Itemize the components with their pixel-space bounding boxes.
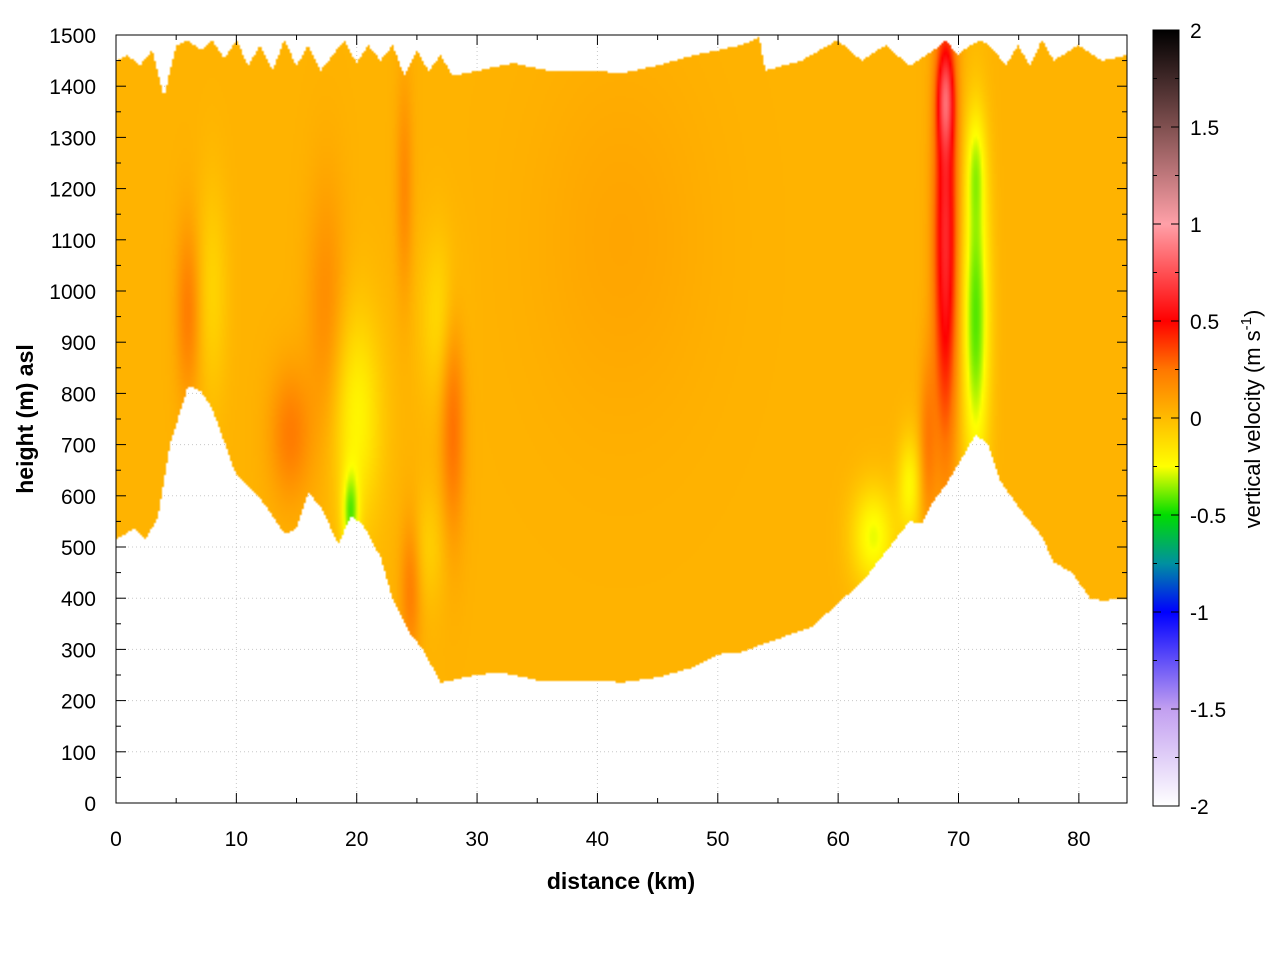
y-tick-label: 500 (61, 537, 96, 560)
axes: 0 10 20 30 40 50 60 70 8001002003004005006007008… (49, 25, 1128, 851)
colorbar-tick-label: -1.5 (1190, 699, 1226, 722)
colorbar-tick-label: -1 (1190, 602, 1209, 625)
y-tick-label: 600 (61, 486, 96, 509)
x-tick-label: 50 (706, 828, 729, 851)
colorbar-tick-label: 2 (1190, 20, 1202, 43)
x-tick-label: 60 (826, 828, 849, 851)
y-axis-title: height (m) asl (12, 344, 38, 494)
colorbar-title-main: vertical velocity (m s (1240, 330, 1265, 528)
colorbar: 2 1.5 1 0.5 0 -0.5 -1 -1.5 -2 (1152, 20, 1226, 819)
y-tick-label: 1100 (51, 230, 96, 253)
y-tick-label: 800 (61, 383, 96, 406)
y-tick-label: 200 (61, 691, 96, 714)
y-tick-label: 1000 (49, 281, 96, 304)
colorbar-title: vertical velocity (m s-1) (1238, 310, 1265, 529)
x-tick-label: 70 (947, 828, 970, 851)
colorbar-tick-label: 1.5 (1190, 117, 1219, 140)
y-tick-label: 1500 (49, 25, 96, 48)
y-tick-label: 1300 (49, 127, 96, 150)
y-tick-label: 1400 (49, 76, 96, 99)
colorbar-tick-label: -0.5 (1190, 505, 1226, 528)
colorbar-tick-label: 0 (1190, 408, 1202, 431)
colorbar-title-sup: -1 (1238, 317, 1255, 330)
y-tick-label: 100 (61, 742, 96, 765)
x-tick-label: 80 (1067, 828, 1090, 851)
velocity-field-image (116, 35, 1127, 803)
x-tick-label: 20 (345, 828, 368, 851)
colorbar-tick-label: 0.5 (1190, 311, 1219, 334)
x-tick-label: 30 (465, 828, 488, 851)
colorbar-tick-label: 1 (1190, 214, 1202, 237)
y-tick-label: 1200 (49, 179, 96, 202)
y-tick-label: 0 (84, 793, 96, 816)
x-tick-label: 40 (586, 828, 609, 851)
colorbar-tick-label: -2 (1190, 796, 1209, 819)
x-tick-label: 10 (225, 828, 248, 851)
y-tick-label: 700 (61, 435, 96, 458)
x-tick-label: 0 (110, 828, 122, 851)
y-tick-label: 300 (61, 639, 96, 662)
velocity-field (116, 35, 1127, 803)
colorbar-title-end: ) (1240, 310, 1265, 317)
x-axis-title: distance (km) (547, 868, 695, 894)
y-tick-label: 400 (61, 588, 96, 611)
y-tick-label: 900 (61, 332, 96, 355)
